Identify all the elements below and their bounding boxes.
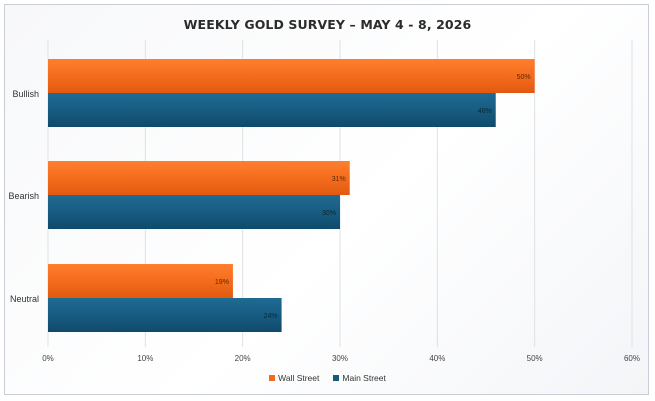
x-tick-label: 10% [137,354,153,363]
legend-item-main-street: Main Street [333,373,386,383]
legend-label-main-street: Main Street [342,373,386,383]
x-tick-label: 40% [429,354,445,363]
bar-wall-street [48,264,233,298]
bar-wall-street [48,161,350,195]
x-tick-label: 50% [527,354,543,363]
legend-swatch-wall-street [269,375,276,381]
data-label: 24% [264,313,278,320]
data-label: 30% [322,210,336,217]
legend-item-wall-street: Wall Street [269,373,319,383]
bar-wall-street [48,59,535,93]
bar-main-street [48,298,282,332]
y-category-label: Bearish [8,191,39,201]
x-tick-label: 0% [42,354,54,363]
legend-label-wall-street: Wall Street [278,373,320,383]
chart-legend: Wall Street Main Street [0,373,655,383]
data-label: 19% [215,279,229,286]
x-tick-label: 30% [332,354,348,363]
data-label: 50% [517,74,531,81]
data-label: 31% [332,176,346,183]
x-tick-label: 20% [235,354,251,363]
legend-swatch-main-street [333,375,340,381]
y-category-label: Neutral [10,294,39,304]
y-category-label: Bullish [12,89,39,99]
bar-main-street [48,195,340,229]
bar-main-street [48,93,496,127]
data-label: 46% [478,108,492,115]
chart-title: WEEKLY GOLD SURVEY – MAY 4 - 8, 2026 [183,17,472,32]
x-tick-label: 60% [624,354,640,363]
